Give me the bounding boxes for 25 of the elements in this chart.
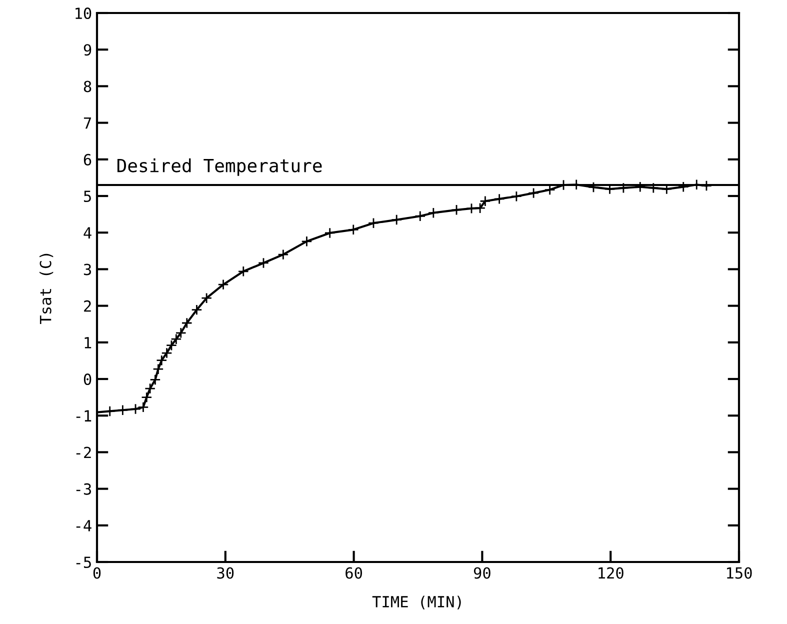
ref-line-label: Desired Temperature (117, 158, 322, 176)
y-axis-title: Tsat (C) (40, 254, 54, 324)
y-tick-label: 8 (84, 80, 92, 92)
y-tick-label: -1 (76, 410, 92, 422)
y-tick-label: -4 (76, 520, 92, 532)
y-tick-label: 9 (84, 44, 92, 56)
y-tick-label: -3 (76, 483, 91, 495)
y-tick-label: 5 (84, 190, 91, 202)
x-axis-title: TIME (MIN) (372, 596, 461, 610)
y-tick-label: 4 (84, 227, 92, 238)
y-tick-label: 2 (84, 300, 91, 312)
y-tick-label: 7 (84, 118, 91, 129)
x-tick-label: 90 (474, 567, 490, 579)
y-tick-label: 10 (76, 8, 92, 20)
x-tick-label: 120 (598, 567, 624, 579)
y-tick-label: -2 (76, 446, 91, 458)
y-tick-label: 0 (84, 374, 92, 386)
x-tick-label: 0 (93, 567, 101, 579)
y-tick-label: 3 (84, 264, 91, 276)
x-tick-label: 150 (727, 567, 752, 579)
y-tick-label: -5 (76, 556, 91, 568)
y-tick-label: 6 (84, 154, 92, 166)
x-tick-label: 30 (217, 567, 234, 579)
y-tick-label: 1 (84, 337, 92, 348)
x-tick-label: 60 (346, 567, 362, 579)
